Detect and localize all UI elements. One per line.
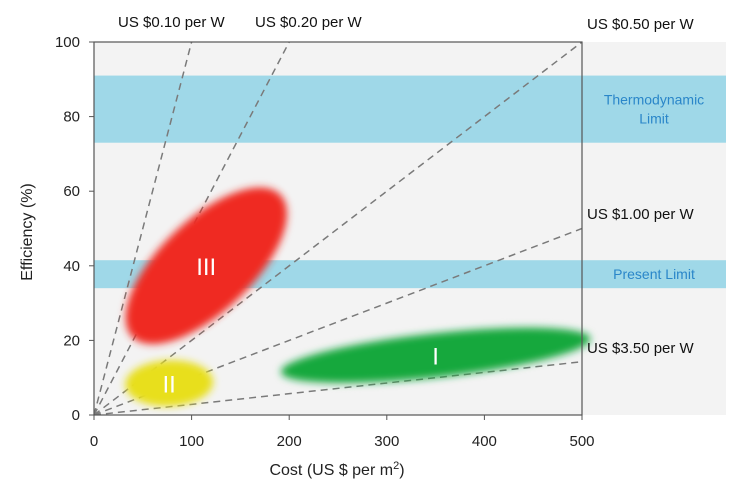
x-tick-label-5: 500 (569, 433, 594, 450)
y-tick-label-4: 80 (63, 109, 80, 126)
cost-line-label-2: US $0.50 per W (587, 16, 695, 33)
cost-line-label-0: US $0.10 per W (118, 14, 226, 31)
band-labels: Thermodynamic Limit Present Limit (604, 92, 704, 283)
band-label-0-1: Limit (639, 111, 669, 127)
cost-line-0 (94, 42, 193, 415)
region-iii (125, 187, 287, 345)
region-ii (125, 360, 214, 407)
x-axis-title: Cost (US $ per m2) (269, 460, 404, 479)
cost-line-2 (94, 42, 582, 415)
region-label-iii: III (196, 254, 216, 281)
y-tick-label-0: 0 (72, 407, 80, 424)
cost-line-label-4: US $3.50 per W (587, 340, 695, 357)
plot-frame (93, 41, 583, 416)
cost-line-label-1: US $0.20 per W (255, 14, 363, 31)
cost-line-label-3: US $1.00 per W (587, 206, 695, 223)
x-tick-label-0: 0 (90, 433, 98, 450)
band-0 (94, 75, 726, 143)
band-label-1-0: Present Limit (613, 266, 695, 282)
region-i (280, 327, 591, 383)
band-label-0-0: Thermodynamic (604, 92, 704, 108)
y-tick-label-3: 60 (63, 183, 80, 200)
y-axis-title: Efficiency (%) (19, 183, 36, 281)
region-label-ii: II (162, 371, 175, 398)
y-tick-label-1: 20 (63, 332, 80, 349)
x-tick-label-2: 200 (277, 433, 302, 450)
x-tick-label-3: 300 (374, 433, 399, 450)
y-tick-label-2: 40 (63, 258, 80, 275)
region-label-i: I (432, 343, 439, 370)
cost-line-4 (94, 360, 582, 415)
x-tick-label-1: 100 (179, 433, 204, 450)
technology-regions (125, 187, 591, 407)
cost-line-labels: US $0.10 per W US $0.20 per W US $0.50 per… (118, 14, 695, 357)
axis-ticks: 0 100 200 300 400 500 0 20 40 60 80 100 (55, 34, 595, 450)
y-tick-label-5: 100 (55, 34, 80, 51)
x-tick-label-4: 400 (472, 433, 497, 450)
